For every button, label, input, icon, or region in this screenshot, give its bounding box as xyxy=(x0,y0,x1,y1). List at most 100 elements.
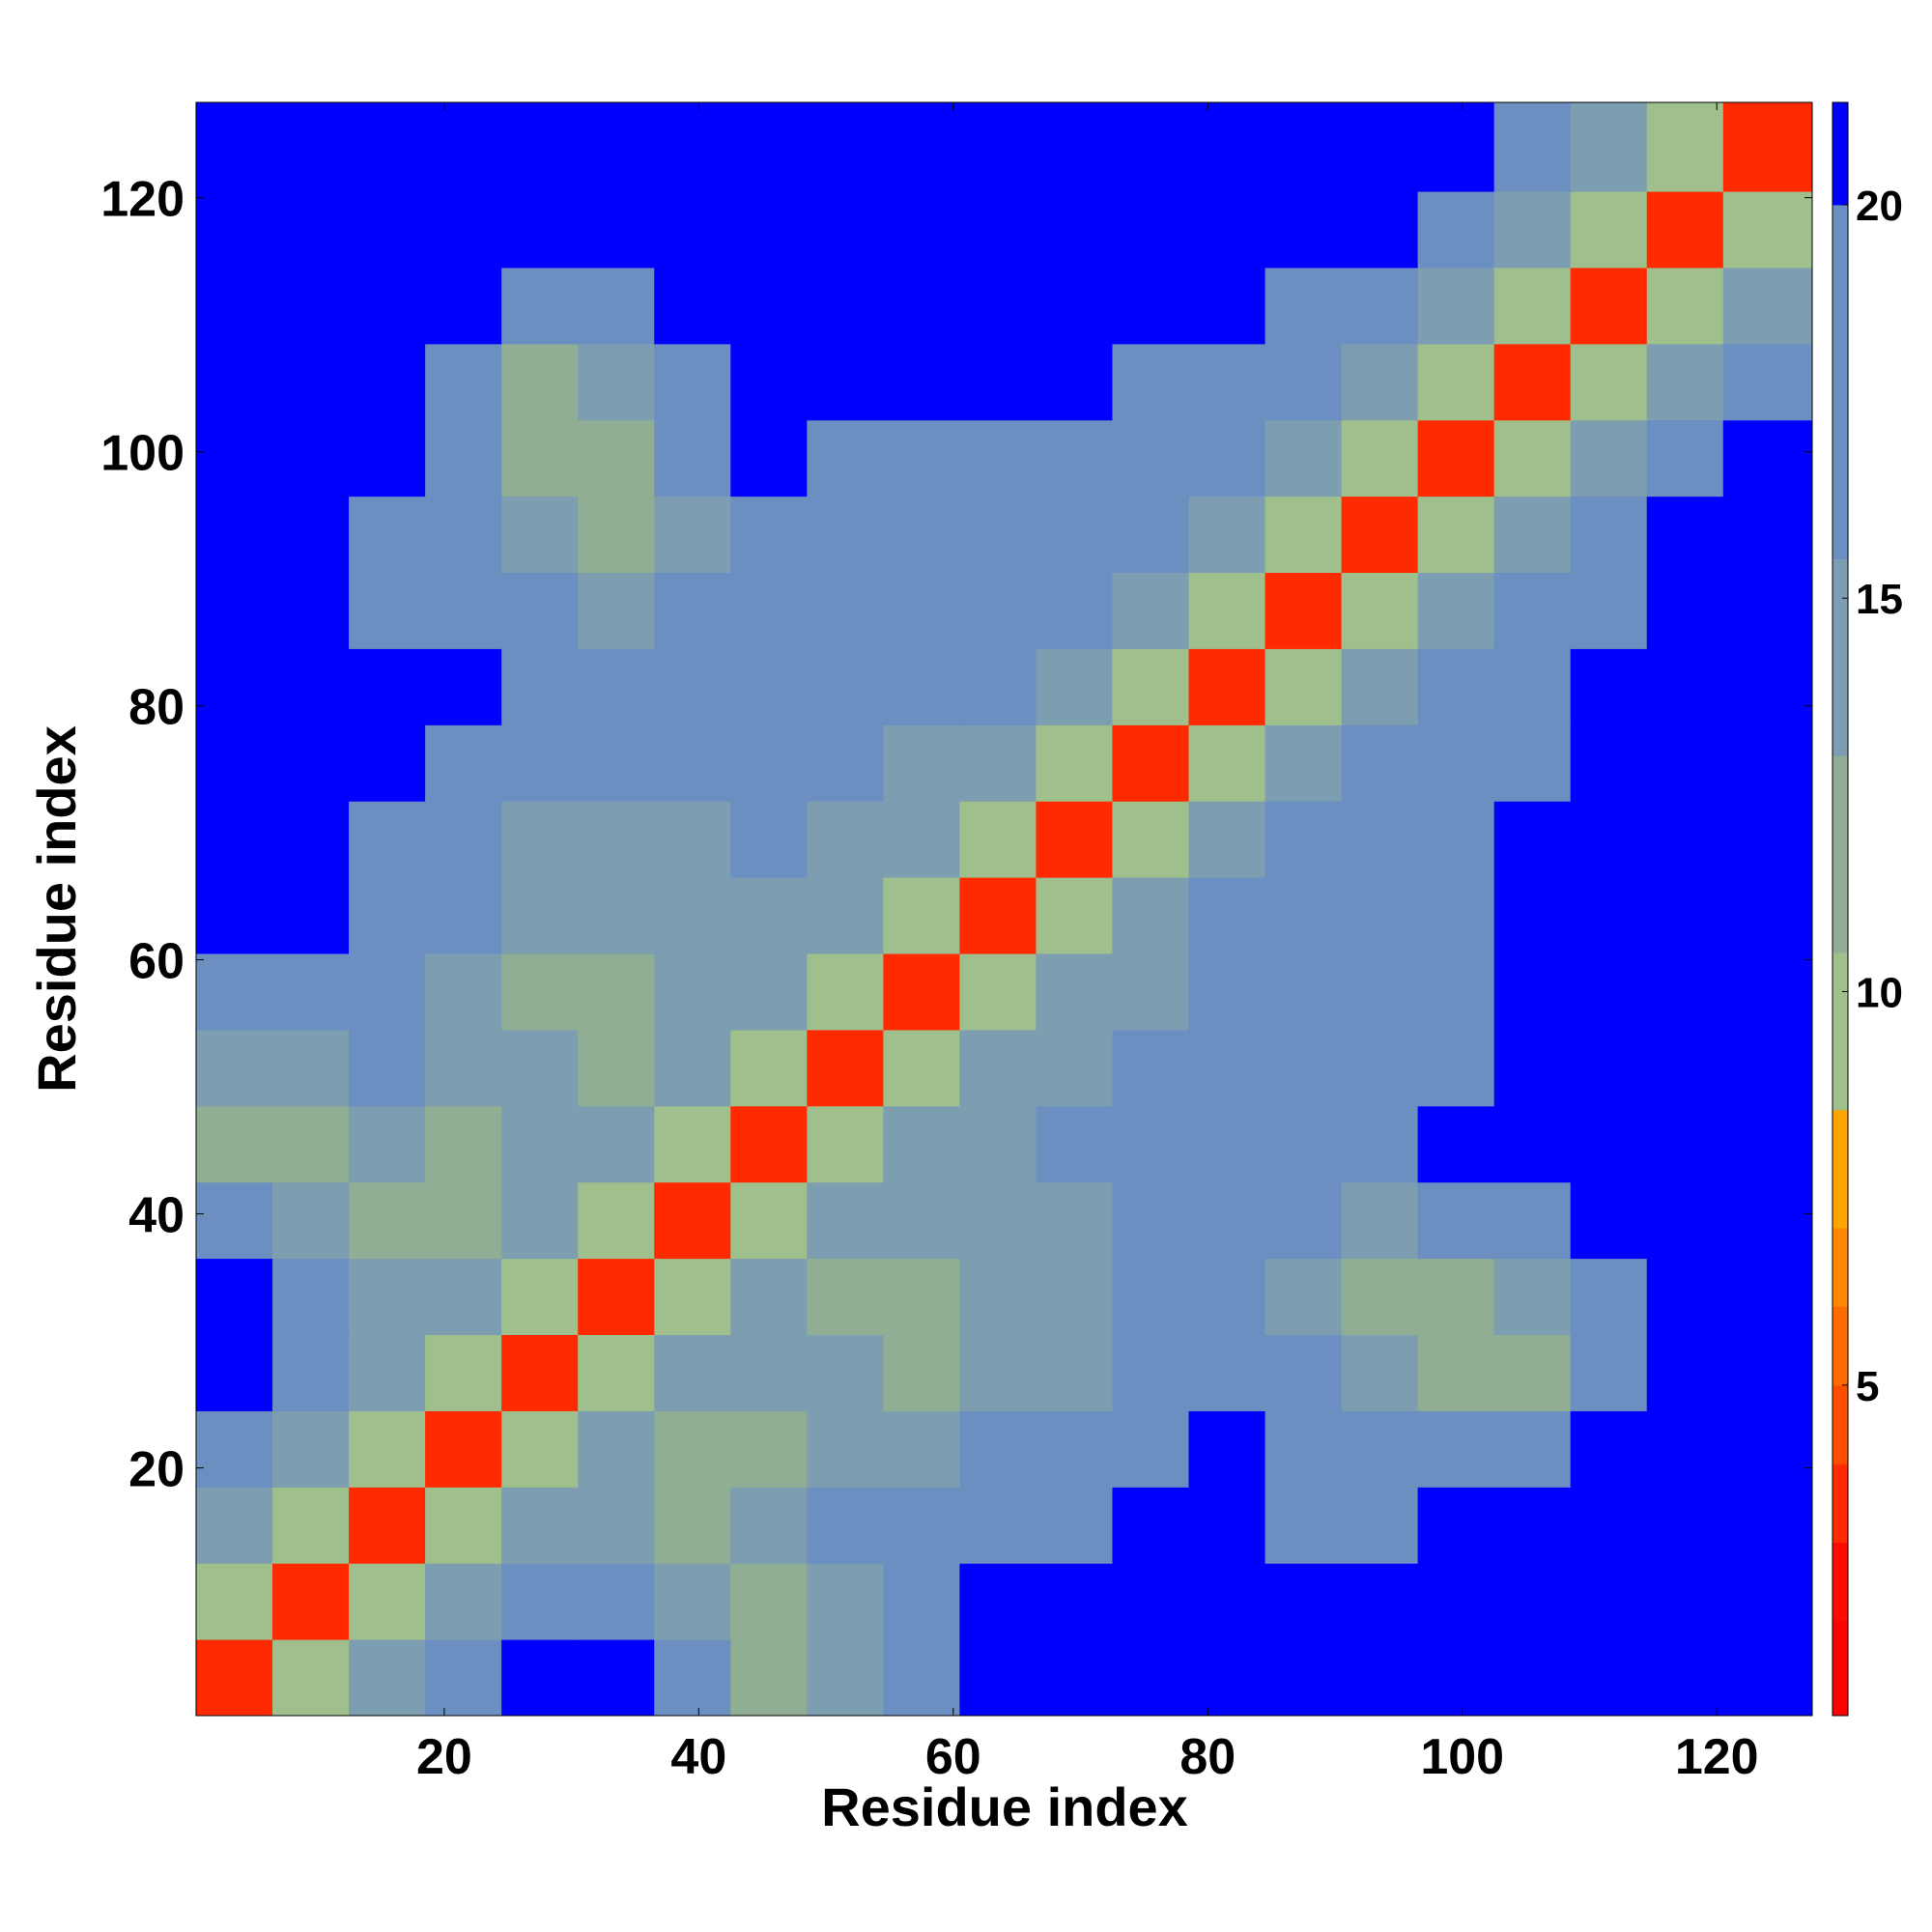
heatmap-cell xyxy=(1493,1410,1572,1488)
heatmap-cell xyxy=(349,953,426,1031)
heatmap-cell xyxy=(425,801,502,878)
heatmap-cell xyxy=(425,572,502,649)
heatmap-cell xyxy=(1036,102,1113,192)
heatmap-cell xyxy=(1493,1563,1572,1640)
heatmap-cell xyxy=(501,496,579,574)
heatmap-cell xyxy=(1264,191,1343,269)
heatmap-cell xyxy=(578,1181,655,1260)
heatmap-cell xyxy=(1570,1639,1648,1717)
heatmap-cell xyxy=(578,1563,655,1640)
heatmap-cell xyxy=(349,877,426,954)
heatmap-cell xyxy=(1341,1258,1419,1336)
heatmap-cell xyxy=(1570,801,1648,878)
heatmap-cell xyxy=(1722,267,1813,345)
heatmap-cell xyxy=(1188,267,1266,345)
heatmap-cell xyxy=(883,648,960,725)
heatmap-cell xyxy=(1112,1410,1190,1488)
heatmap-cell xyxy=(349,343,426,421)
heatmap-cell xyxy=(272,1105,350,1183)
heatmap-cell xyxy=(1036,953,1113,1031)
heatmap-cell xyxy=(425,343,502,421)
heatmap-cell xyxy=(1264,1410,1343,1488)
heatmap-cell xyxy=(654,267,731,345)
heatmap-cell xyxy=(1188,648,1266,725)
heatmap-cell xyxy=(730,1334,808,1411)
heatmap-cell xyxy=(1493,1487,1572,1564)
heatmap-cell xyxy=(1112,102,1190,192)
heatmap-cell xyxy=(1036,1181,1113,1260)
heatmap-cell xyxy=(1264,1029,1343,1107)
heatmap-cell xyxy=(1417,1487,1495,1564)
colorbar-segment xyxy=(1833,102,1848,206)
heatmap-cell xyxy=(730,1029,808,1107)
heatmap-cell xyxy=(1112,1181,1190,1260)
heatmap-cell xyxy=(272,1410,350,1488)
heatmap-cell xyxy=(1417,267,1495,345)
heatmap-cell xyxy=(1722,419,1813,497)
heatmap-cell xyxy=(883,496,960,574)
heatmap-cell xyxy=(272,877,350,954)
heatmap-cell xyxy=(272,419,350,497)
heatmap-cell xyxy=(578,496,655,574)
heatmap-cell xyxy=(1417,102,1495,192)
heatmap-cell xyxy=(578,724,655,802)
heatmap-cell xyxy=(730,877,808,954)
heatmap-cell xyxy=(1341,1181,1419,1260)
heatmap-cell xyxy=(654,1105,731,1183)
heatmap-cell xyxy=(1264,572,1343,649)
heatmap-cell xyxy=(196,877,273,954)
heatmap-cell xyxy=(578,1029,655,1107)
heatmap-cell xyxy=(1570,953,1648,1031)
heatmap-cell xyxy=(730,102,808,192)
heatmap-cell xyxy=(1570,191,1648,269)
heatmap-cell xyxy=(196,191,273,269)
heatmap-cell xyxy=(1646,496,1724,574)
heatmap-cell xyxy=(349,724,426,802)
heatmap-cell xyxy=(1570,572,1648,649)
heatmap-cell xyxy=(501,102,579,192)
heatmap-cell xyxy=(349,1563,426,1640)
heatmap-cell xyxy=(1570,724,1648,802)
heatmap-cell xyxy=(807,572,884,649)
heatmap-cell xyxy=(196,724,273,802)
heatmap-cell xyxy=(1646,419,1724,497)
heatmap-cell xyxy=(1036,1105,1113,1183)
heatmap-cell xyxy=(272,102,350,192)
heatmap-cell xyxy=(959,1181,1037,1260)
heatmap-cell xyxy=(1264,1334,1343,1411)
heatmap-cell xyxy=(1036,801,1113,878)
heatmap-cell xyxy=(1188,953,1266,1031)
heatmap-cell xyxy=(1417,1334,1495,1411)
heatmap-cell xyxy=(959,1487,1037,1564)
heatmap-cell xyxy=(1646,1410,1724,1488)
heatmap-cell xyxy=(578,648,655,725)
heatmap-cell xyxy=(1112,953,1190,1031)
heatmap-cell xyxy=(1722,1410,1813,1488)
heatmap-cell xyxy=(501,1334,579,1411)
heatmap-cell xyxy=(1264,1487,1343,1564)
colorbar-segment xyxy=(1833,755,1848,953)
heatmap-cell xyxy=(1722,191,1813,269)
heatmap-cell xyxy=(1570,419,1648,497)
heatmap-cell xyxy=(1036,724,1113,802)
heatmap-cell xyxy=(654,1410,731,1488)
y-tick-label: 40 xyxy=(128,1188,185,1244)
heatmap-cell xyxy=(501,1105,579,1183)
heatmap-cell xyxy=(578,267,655,345)
heatmap-cell xyxy=(1188,191,1266,269)
heatmap-cell xyxy=(1112,191,1190,269)
heatmap-cell xyxy=(883,1258,960,1336)
heatmap-cell xyxy=(425,1258,502,1336)
heatmap-cell xyxy=(1646,877,1724,954)
heatmap-cell xyxy=(501,1258,579,1336)
heatmap-cell xyxy=(730,267,808,345)
heatmap-cell xyxy=(1570,1181,1648,1260)
heatmap-cell xyxy=(1570,496,1648,574)
heatmap-cell xyxy=(1417,496,1495,574)
heatmap-cell xyxy=(1493,1258,1572,1336)
heatmap-cell xyxy=(959,724,1037,802)
heatmap-cell xyxy=(883,724,960,802)
heatmap-cell xyxy=(1341,1563,1419,1640)
heatmap-cell xyxy=(1264,724,1343,802)
heatmap-cell xyxy=(807,877,884,954)
